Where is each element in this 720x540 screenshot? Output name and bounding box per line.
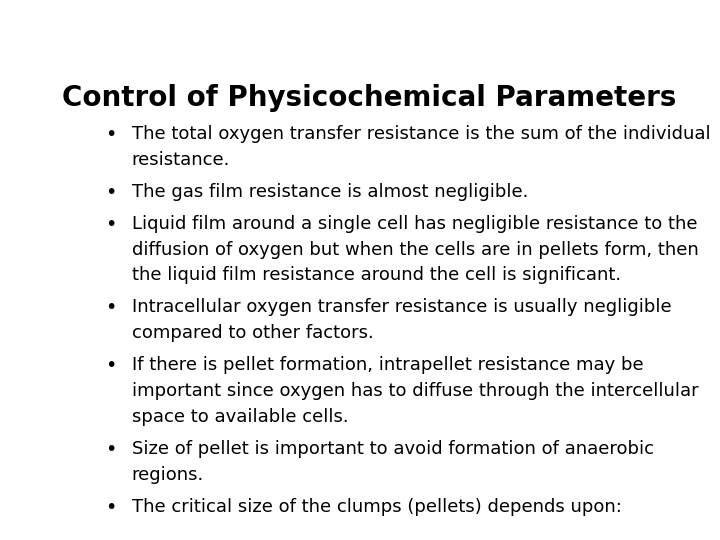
Text: The total oxygen transfer resistance is the sum of the individual: The total oxygen transfer resistance is … <box>132 125 711 143</box>
Text: •: • <box>106 299 117 318</box>
Text: Size of pellet is important to avoid formation of anaerobic: Size of pellet is important to avoid for… <box>132 440 654 458</box>
Text: •: • <box>106 440 117 459</box>
Text: •: • <box>106 498 117 517</box>
Text: The critical size of the clumps (pellets) depends upon:: The critical size of the clumps (pellets… <box>132 498 622 516</box>
Text: diffusion of oxygen but when the cells are in pellets form, then: diffusion of oxygen but when the cells a… <box>132 241 698 259</box>
Text: important since oxygen has to diffuse through the intercellular: important since oxygen has to diffuse th… <box>132 382 698 400</box>
Text: •: • <box>106 125 117 144</box>
Text: the liquid film resistance around the cell is significant.: the liquid film resistance around the ce… <box>132 266 621 285</box>
Text: •: • <box>106 215 117 234</box>
Text: •: • <box>106 356 117 375</box>
Text: Liquid film around a single cell has negligible resistance to the: Liquid film around a single cell has neg… <box>132 215 698 233</box>
Text: resistance.: resistance. <box>132 151 230 169</box>
Text: The gas film resistance is almost negligible.: The gas film resistance is almost neglig… <box>132 183 528 201</box>
Text: compared to other factors.: compared to other factors. <box>132 324 374 342</box>
Text: Control of Physicochemical Parameters: Control of Physicochemical Parameters <box>62 84 676 112</box>
Text: Intracellular oxygen transfer resistance is usually negligible: Intracellular oxygen transfer resistance… <box>132 299 672 316</box>
Text: regions.: regions. <box>132 465 204 484</box>
Text: If there is pellet formation, intrapellet resistance may be: If there is pellet formation, intrapelle… <box>132 356 644 374</box>
Text: •: • <box>106 183 117 202</box>
Text: space to available cells.: space to available cells. <box>132 408 348 426</box>
